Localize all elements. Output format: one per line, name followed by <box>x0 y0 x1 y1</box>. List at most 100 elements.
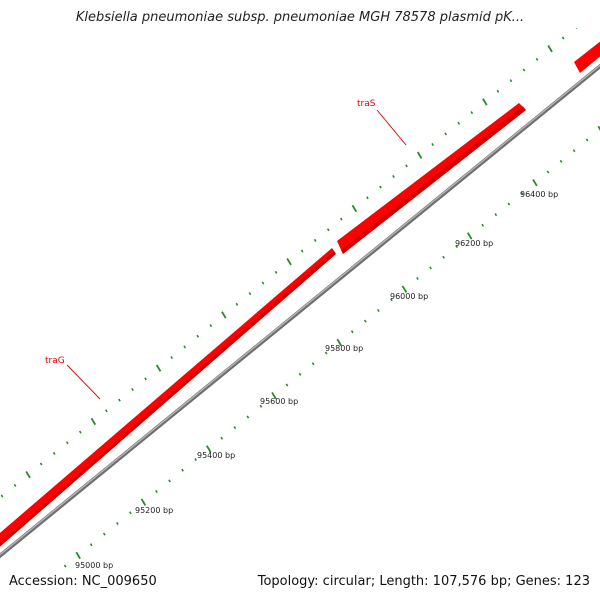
ruler-label: 95000 bp <box>75 561 113 570</box>
minor-tick <box>339 217 343 221</box>
minor-tick <box>170 356 173 360</box>
minor-tick <box>416 276 419 281</box>
minor-tick <box>324 351 328 355</box>
minor-tick <box>89 543 93 547</box>
major-tick <box>597 125 600 131</box>
minor-tick <box>572 149 576 153</box>
major-tick <box>271 391 277 400</box>
minor-tick <box>494 213 498 217</box>
minor-tick <box>444 132 448 136</box>
minor-tick <box>363 319 367 323</box>
major-tick <box>75 551 81 560</box>
minor-tick <box>561 36 565 40</box>
ruler-label: 96000 bp <box>390 292 428 301</box>
gene-traS-shade <box>341 106 526 254</box>
minor-tick <box>118 398 121 402</box>
major-tick <box>547 45 553 53</box>
ruler-tick-track <box>25 125 600 599</box>
minor-tick <box>220 436 224 440</box>
major-tick <box>482 98 488 106</box>
map-title: Klebsiella pneumoniae subsp. pneumoniae … <box>75 10 525 25</box>
minor-tick <box>585 138 589 142</box>
minor-tick <box>377 308 380 312</box>
minor-tick <box>455 245 458 249</box>
minor-tick <box>285 383 289 387</box>
major-tick <box>221 311 227 319</box>
minor-tick <box>0 494 4 498</box>
minor-tick <box>429 266 432 270</box>
minor-tick <box>105 409 108 413</box>
major-tick <box>351 204 358 213</box>
minor-tick <box>390 298 393 302</box>
backbone-highlight <box>0 64 600 556</box>
major-tick <box>401 285 408 293</box>
minor-tick <box>366 196 369 200</box>
gene-traG[interactable] <box>0 248 336 564</box>
minor-tick <box>25 597 26 599</box>
minor-tick <box>209 324 213 328</box>
accession-text: Accession: NC_009650 <box>9 574 157 589</box>
minor-tick <box>509 79 513 83</box>
minor-tick <box>13 483 17 487</box>
minor-tick <box>63 564 67 568</box>
minor-tick <box>102 532 106 536</box>
major-tick <box>25 471 31 479</box>
gene-traG-shade <box>0 251 336 547</box>
minor-tick <box>442 255 445 259</box>
major-tick <box>140 498 147 506</box>
minor-tick <box>65 441 69 445</box>
ruler-label: 96400 bp <box>520 190 558 199</box>
major-tick <box>206 445 212 453</box>
gene-next-arrow[interactable] <box>574 26 600 73</box>
minor-tick <box>248 292 252 296</box>
minor-tick <box>313 238 317 242</box>
gene-next[interactable] <box>574 26 600 73</box>
ruler-label: 95800 bp <box>325 344 363 353</box>
minor-tick <box>405 164 408 168</box>
minor-tick <box>496 89 500 93</box>
topology-summary: Topology: circular; Length: 107,576 bp; … <box>257 574 590 589</box>
ruler-label: 96200 bp <box>455 239 493 248</box>
major-tick <box>90 417 97 426</box>
traG-label-leader <box>66 364 101 400</box>
minor-tick <box>379 185 382 189</box>
minor-tick <box>507 202 511 206</box>
minor-tick <box>298 372 302 376</box>
gene-traS[interactable] <box>337 103 526 254</box>
minor-tick <box>274 270 278 274</box>
minor-tick <box>78 430 82 434</box>
minor-tick <box>261 281 265 285</box>
gene-label-traS[interactable]: traS <box>357 99 376 109</box>
minor-tick <box>311 362 315 366</box>
minor-tick <box>350 330 354 334</box>
minor-tick <box>470 111 474 115</box>
gene-label-traG[interactable]: traG <box>45 356 65 366</box>
major-tick <box>467 232 473 240</box>
major-tick <box>532 178 538 187</box>
minor-tick <box>155 489 158 494</box>
major-tick <box>286 258 292 266</box>
outer-tick-track <box>0 16 590 498</box>
major-tick <box>416 151 423 159</box>
minor-tick <box>52 451 56 455</box>
minor-tick <box>559 159 563 163</box>
backbone-line <box>0 63 600 559</box>
minor-tick <box>546 170 550 174</box>
minor-tick <box>520 191 524 195</box>
minor-tick <box>575 28 578 29</box>
minor-tick <box>589 16 590 18</box>
traS-label-leader <box>376 109 407 146</box>
minor-tick <box>431 143 434 147</box>
ruler-label: 95200 bp <box>135 506 173 515</box>
minor-tick <box>326 228 330 232</box>
minor-tick <box>535 57 539 61</box>
minor-tick <box>131 387 134 392</box>
minor-tick <box>392 174 395 179</box>
minor-tick <box>168 479 171 483</box>
minor-tick <box>181 468 184 472</box>
minor-tick <box>183 345 187 349</box>
minor-tick <box>233 426 237 430</box>
minor-tick <box>196 334 200 338</box>
